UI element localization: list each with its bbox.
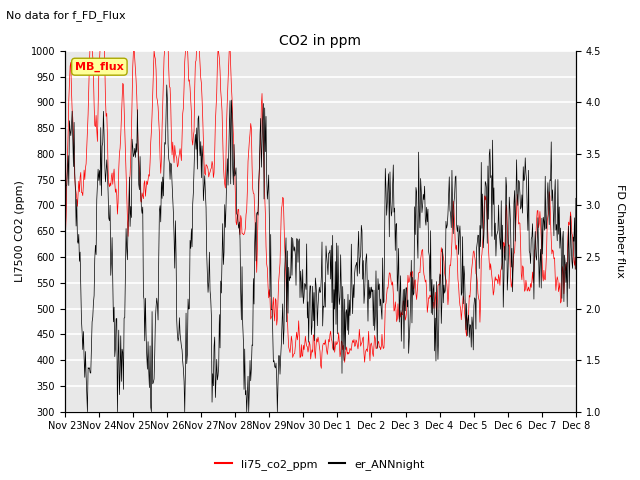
Y-axis label: LI7500 CO2 (ppm): LI7500 CO2 (ppm) xyxy=(15,180,25,282)
Text: MB_flux: MB_flux xyxy=(75,61,124,72)
Text: No data for f_FD_Flux: No data for f_FD_Flux xyxy=(6,10,126,21)
Legend: li75_co2_ppm, er_ANNnight: li75_co2_ppm, er_ANNnight xyxy=(211,455,429,474)
Title: CO2 in ppm: CO2 in ppm xyxy=(279,34,362,48)
Y-axis label: FD Chamber flux: FD Chamber flux xyxy=(615,184,625,278)
